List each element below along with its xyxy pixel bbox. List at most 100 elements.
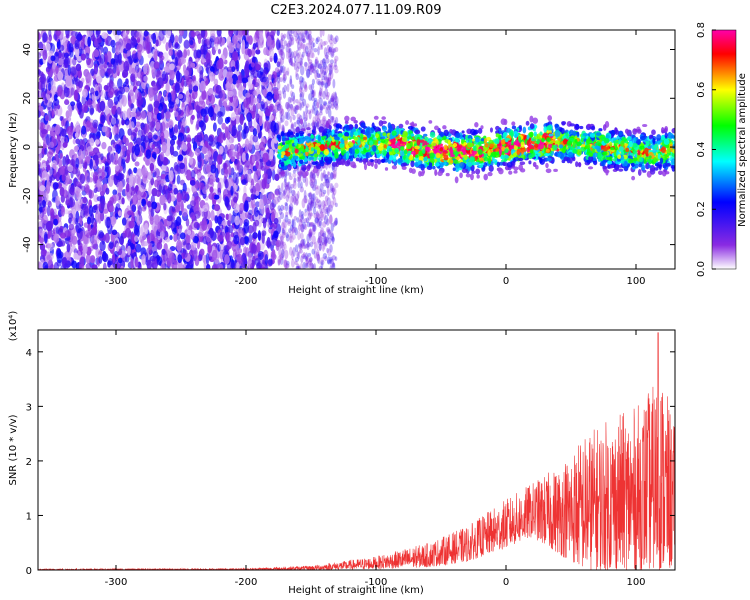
spectrogram-cell — [67, 64, 71, 76]
spectrogram-cell — [256, 123, 261, 134]
spectrogram-cell — [81, 125, 87, 135]
spectrogram-cell — [241, 77, 249, 84]
spectrogram-cell — [305, 217, 310, 224]
spectrogram-cell — [107, 98, 114, 109]
spectrogram-cell — [137, 213, 142, 225]
spectrogram-cell — [214, 215, 219, 224]
spectrogram-cell — [187, 104, 194, 116]
spectrogram-cell — [74, 39, 80, 50]
spectrogram-cell — [227, 90, 234, 98]
spectrogram-cell — [147, 201, 152, 208]
spectrogram-cell — [287, 40, 291, 48]
spectrogram-cell — [327, 72, 332, 82]
spectrogram-cell — [101, 141, 107, 150]
spectrogram-cell — [254, 201, 261, 208]
spectrogram-cell — [181, 208, 188, 217]
spectrogram-cell — [157, 221, 164, 233]
spectrogram-cell — [304, 208, 308, 213]
spectrogram-cell — [191, 92, 195, 103]
spectrogram-cell — [252, 185, 256, 196]
spectrogram-cell — [308, 59, 313, 64]
spectrogram-cell — [235, 60, 240, 72]
spectrogram-cell — [153, 50, 158, 62]
spectrogram-cell — [312, 116, 316, 126]
spectrogram-cell — [93, 49, 100, 58]
spectrogram-cell — [225, 82, 232, 89]
spectrogram-cell — [92, 171, 99, 183]
spectrogram-cell — [273, 230, 279, 239]
spectrogram-cell — [334, 92, 338, 103]
spectrogram-cell — [323, 214, 329, 225]
spectrogram-cell — [75, 138, 80, 145]
spectrogram-cell — [65, 33, 70, 39]
spectrogram-cell — [265, 207, 271, 220]
spectrogram-cell — [102, 208, 109, 214]
spectrogram-cell — [152, 134, 158, 140]
spectrogram-cell — [100, 198, 105, 211]
spectrogram-cell — [316, 185, 320, 190]
spectrogram-cell — [658, 170, 663, 176]
spectrogram-cell — [225, 138, 232, 148]
spectrogram-cell — [117, 172, 124, 181]
spectrogram-cell — [205, 252, 210, 265]
spectrogram-cell — [186, 142, 192, 152]
spectrogram-cell — [279, 110, 283, 120]
spectrogram-cell — [128, 173, 134, 186]
spectrogram-cell — [248, 35, 253, 45]
spectrogram-cell — [160, 179, 164, 187]
spectrogram-cell — [130, 72, 136, 83]
spectrogram-cell — [294, 260, 298, 265]
spectrogram-cell — [314, 178, 318, 187]
spectrogram-cell — [41, 170, 48, 181]
spectrogram-cell — [201, 146, 208, 155]
spectrogram-cell — [178, 210, 183, 216]
spectrogram-cell — [155, 39, 159, 47]
spectrogram-cell — [282, 33, 287, 39]
spectrogram-cell — [65, 74, 72, 87]
spectrogram-cell — [207, 87, 214, 97]
spectrogram-cell — [244, 160, 251, 168]
spectrogram-cell — [161, 141, 167, 154]
spectrogram-cell — [215, 141, 219, 149]
spectrogram-cell — [42, 261, 49, 269]
spectrogram-cell — [307, 133, 311, 137]
spectrogram-cell — [307, 33, 310, 40]
spectrogram-cell — [71, 260, 78, 269]
spectrogram-cell — [87, 72, 93, 83]
spectrogram-cell — [150, 207, 155, 217]
spectrogram-cell — [79, 173, 86, 184]
spectrogram-cell — [151, 67, 157, 78]
spectrogram-cell — [289, 208, 293, 218]
spectrogram-cell — [297, 230, 301, 241]
spectrogram-cell — [124, 118, 130, 126]
spectrogram-cell — [147, 86, 153, 99]
spectrogram-cell — [101, 125, 108, 133]
spectrogram-cell — [207, 150, 212, 158]
spectrogram-cell — [48, 50, 54, 56]
spectrogram-cell — [315, 240, 319, 251]
spectrogram-cell — [134, 161, 140, 167]
spectrogram-cell — [146, 259, 152, 269]
spectrogram-cell — [286, 67, 290, 77]
spectrogram-cell — [116, 139, 123, 146]
spectrogram-cell — [99, 100, 106, 112]
spectrogram-cell — [269, 105, 273, 111]
spectrogram-cell — [263, 62, 268, 68]
spectrogram-cell — [88, 188, 92, 199]
spectrogram-cell — [105, 187, 110, 195]
spectrogram-cell — [282, 90, 287, 99]
spectrogram-cell — [68, 105, 72, 118]
spectrogram-cell — [131, 233, 136, 245]
spectrogram-cell — [75, 168, 81, 177]
spectrogram-cell — [274, 173, 280, 182]
spectrogram-cell — [334, 256, 338, 261]
spectrogram-cell — [289, 78, 293, 87]
spectrogram-cell — [42, 249, 48, 256]
spectrogram-cell — [241, 152, 246, 163]
spectrogram-cell — [299, 93, 303, 98]
spectrogram-cell — [311, 263, 315, 269]
spectrogram-cell — [257, 230, 262, 241]
spectrogram-cell — [75, 190, 79, 198]
spectrogram-cell — [158, 94, 162, 101]
spectrogram-cell — [155, 121, 161, 131]
